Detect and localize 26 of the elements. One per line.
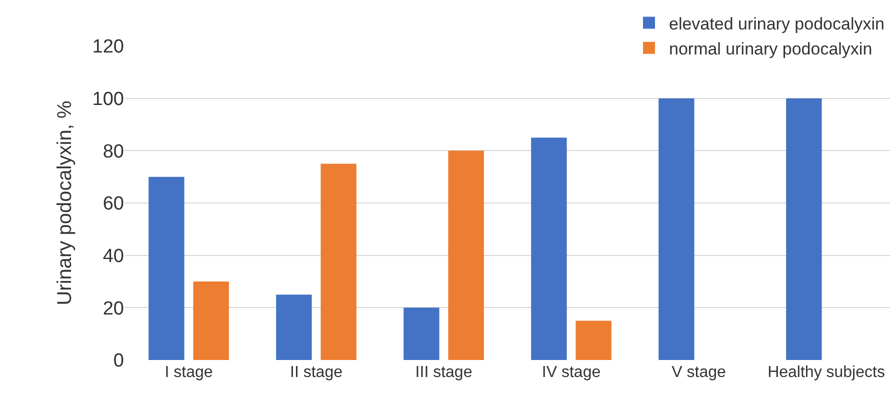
y-tick-label: 40: [102, 246, 124, 267]
y-axis-title: Urinary podocalyxin, %: [54, 100, 76, 306]
x-tick-label: V stage: [672, 364, 726, 381]
x-tick-label: II stage: [290, 364, 343, 381]
x-tick-label: Healthy subjects: [768, 364, 885, 381]
x-tick-label: III stage: [415, 364, 472, 381]
x-tick-label: IV stage: [542, 364, 601, 381]
bar: [320, 164, 356, 360]
y-tick-label: 100: [92, 88, 124, 110]
y-tick-label: 20: [102, 298, 124, 320]
bar: [404, 308, 440, 360]
legend-label: normal urinary podocalyxin: [669, 39, 872, 58]
bar: [193, 282, 229, 360]
y-tick-label: 60: [102, 194, 124, 215]
bar: [576, 320, 612, 360]
bar: [148, 176, 184, 360]
y-tick-label: 0: [113, 350, 124, 372]
y-tick-label: 80: [102, 141, 124, 162]
y-tick-label: 120: [92, 36, 124, 58]
bar: [531, 138, 567, 360]
bar: [658, 98, 694, 360]
x-tick-label: I stage: [164, 364, 213, 381]
bar: [276, 294, 312, 360]
bar: [786, 98, 822, 360]
bar: [448, 150, 484, 360]
legend-label: elevated urinary podocalyxin: [669, 14, 884, 34]
